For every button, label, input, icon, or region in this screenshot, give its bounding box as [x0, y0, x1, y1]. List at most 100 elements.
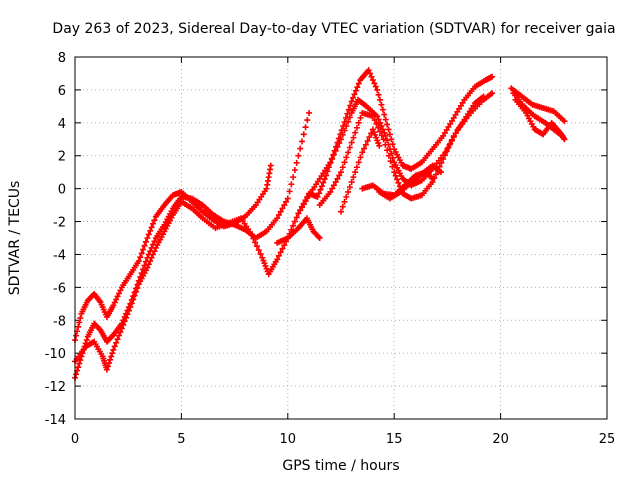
data-point	[452, 111, 459, 118]
data-point	[107, 356, 114, 363]
data-point	[334, 143, 341, 150]
data-point	[345, 188, 352, 195]
data-point	[332, 179, 339, 186]
data-point	[341, 127, 348, 134]
data-point	[145, 231, 152, 238]
data-point	[327, 159, 334, 166]
data-point	[103, 366, 110, 373]
data-point	[279, 205, 286, 212]
data-point	[377, 119, 384, 126]
series-track-4	[274, 215, 323, 246]
y-tick-label: -14	[45, 413, 66, 428]
data-point	[459, 99, 466, 106]
data-point	[274, 256, 281, 263]
series-track-10	[508, 85, 568, 125]
data-point	[384, 137, 391, 144]
data-point	[118, 325, 125, 332]
data-point	[77, 315, 84, 322]
data-point	[339, 164, 346, 171]
data-point	[345, 118, 352, 125]
data-point	[284, 195, 291, 202]
data-point	[135, 258, 142, 265]
series-track-12	[510, 90, 566, 139]
data-point	[353, 124, 360, 131]
data-point	[440, 132, 447, 139]
y-tick-label: 6	[58, 84, 66, 99]
data-point	[317, 186, 324, 193]
data-point	[457, 102, 464, 109]
data-point	[443, 148, 450, 155]
data-point	[346, 144, 353, 151]
data-point	[357, 154, 364, 161]
series-track-3	[72, 67, 496, 373]
data-point	[134, 284, 141, 291]
data-point	[106, 360, 113, 367]
series-track-2	[72, 109, 313, 381]
data-point	[378, 132, 385, 139]
data-point	[489, 90, 496, 97]
data-point	[361, 145, 368, 152]
data-point	[113, 339, 120, 346]
data-point	[348, 179, 355, 186]
data-point	[359, 149, 366, 156]
data-point	[147, 258, 154, 265]
data-point	[559, 132, 566, 139]
data-point	[345, 106, 352, 113]
data-point	[318, 183, 325, 190]
data-point	[114, 293, 121, 300]
data-point	[489, 73, 496, 80]
data-point	[293, 214, 300, 221]
x-tick-label: 20	[492, 432, 509, 447]
data-point	[381, 111, 388, 118]
x-tick-label: 0	[71, 432, 79, 447]
data-point	[373, 120, 380, 127]
data-point	[561, 118, 568, 125]
data-point	[392, 172, 399, 179]
data-point	[454, 108, 461, 115]
data-point	[298, 138, 305, 145]
data-point	[354, 84, 361, 91]
data-point	[341, 198, 348, 205]
data-point	[343, 123, 350, 130]
data-points	[72, 67, 568, 381]
data-point	[252, 239, 259, 246]
data-point	[348, 98, 355, 105]
x-tick-label: 15	[386, 432, 403, 447]
data-point	[371, 117, 378, 124]
data-point	[369, 77, 376, 84]
axis-ticks: 0 5 10 15 20 25 -14 -12 -10 -8 -6 -4 -2 0 2 4 6 8	[45, 51, 616, 447]
data-point	[141, 242, 148, 249]
data-point	[428, 174, 435, 181]
data-point	[291, 218, 298, 225]
data-point	[281, 202, 288, 209]
data-point	[115, 332, 122, 339]
series-track-9	[376, 162, 445, 202]
data-point	[388, 136, 395, 143]
data-point	[382, 116, 389, 123]
data-point	[346, 183, 353, 190]
data-point	[77, 357, 84, 364]
data-point	[130, 296, 137, 303]
x-tick-label: 5	[177, 432, 185, 447]
data-point	[395, 179, 402, 186]
data-point	[302, 124, 309, 131]
data-point	[283, 198, 290, 205]
data-point	[364, 137, 371, 144]
data-point	[83, 337, 90, 344]
data-point	[257, 250, 264, 257]
data-point	[433, 171, 440, 178]
data-point	[347, 102, 354, 109]
data-point	[302, 198, 309, 205]
x-tick-label: 10	[280, 432, 297, 447]
plot-frame	[74, 56, 608, 420]
data-point	[290, 222, 297, 229]
data-point	[314, 193, 321, 200]
data-point	[365, 67, 372, 74]
data-point	[108, 353, 115, 360]
data-point	[147, 227, 154, 234]
data-point	[145, 261, 152, 268]
data-point	[275, 211, 282, 218]
data-point	[355, 159, 362, 166]
data-point	[121, 318, 128, 325]
data-point	[253, 243, 260, 250]
